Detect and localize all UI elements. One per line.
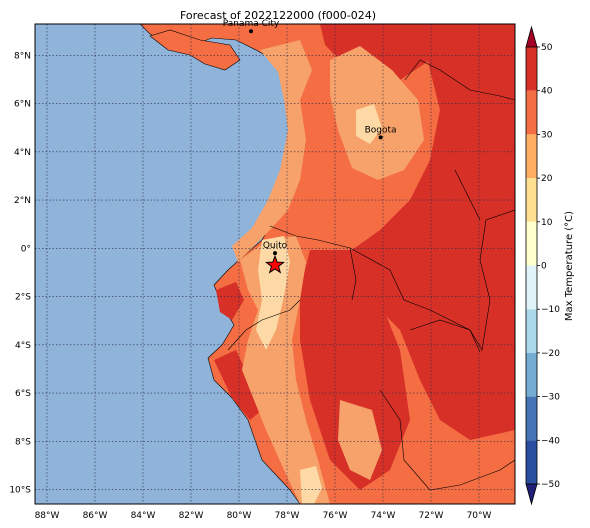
colorbar-bin (526, 352, 537, 397)
colorbar-bin (526, 47, 537, 91)
colorbar-tick-label: 10 (541, 218, 553, 228)
forecast-point-layer (265, 254, 285, 274)
country-borders (227, 59, 515, 491)
map-frame (34, 23, 516, 505)
map-title: Forecast of 2022122000 (f000-024) (180, 9, 376, 22)
colorbar-bin (526, 396, 537, 441)
colorbar-tick-label: −10 (541, 305, 560, 315)
city-dot (249, 29, 253, 34)
colorbar-tick-label: −40 (541, 436, 560, 446)
colorbar-tick-label: −50 (541, 480, 560, 490)
longitude-tick-label: 84°W (131, 511, 156, 521)
city-dot (273, 251, 277, 256)
andes-zone-north (232, 40, 312, 262)
city-label: Bogota (365, 125, 397, 135)
latitude-tick-label: 2°N (14, 196, 31, 206)
latitude-tick-label: 8°S (15, 437, 31, 447)
colorbar-bin (526, 178, 537, 222)
cool-zone-peru (300, 466, 322, 504)
colorbar-bin (526, 134, 537, 179)
latitude-tick-label: 4°N (14, 148, 31, 158)
colorbar-bin (526, 440, 537, 484)
colorbar-tick-label: 40 (541, 87, 553, 97)
central-america-land (149, 29, 241, 71)
hot-zone-coast (216, 282, 244, 320)
andes-zone-south (338, 400, 382, 480)
longitude-tick-label: 72°W (419, 511, 444, 521)
colorbar-bin (526, 309, 537, 353)
latitude-tick-label: 6°S (15, 389, 31, 399)
longitude-tick-label: 88°W (35, 511, 60, 521)
longitude-tick-label: 80°W (227, 511, 252, 521)
longitude-tick-label: 82°W (179, 511, 204, 521)
longitude-tick-label: 76°W (323, 511, 348, 521)
longitude-tick-label: 74°W (371, 511, 396, 521)
hot-zone-east (352, 24, 515, 440)
colorbar-tick-label: 0 (541, 262, 547, 272)
hot-zone-peru (214, 350, 262, 420)
colorbar-extend-max (525, 25, 538, 48)
colorbar-tick-label: 20 (541, 174, 553, 184)
colorbar-extend-min (525, 483, 538, 506)
city-dot (378, 135, 383, 140)
latitude-tick-label: 10°S (9, 486, 31, 496)
hot-zone-north (320, 24, 430, 80)
longitude-tick-labels: 88°W 86°W 84°W 82°W 80°W 78°W 76°W 74°W 72°W 70°W (35, 511, 492, 521)
forecast-point-star-icon (265, 254, 285, 274)
latitude-tick-label: 6°N (14, 100, 31, 110)
hot-zone-amazon (300, 250, 410, 490)
cool-zone-colombia (356, 104, 382, 144)
latitude-tick-label: 4°S (15, 341, 31, 351)
latitude-tick-label: 8°N (14, 51, 31, 61)
latitude-tick-labels: 8°N 6°N 4°N 2°N 0° 2°S 4°S 6°S 8°S 10°S (9, 51, 31, 495)
colorbar-label: Max Temperature (°C) (564, 211, 575, 321)
latitude-tick-label: 2°S (15, 293, 31, 303)
latitude-tick-label: 0° (21, 244, 31, 254)
city-label: Quito (263, 241, 288, 251)
colorbar-bin (526, 221, 537, 266)
colorbar: 50 40 30 20 10 0 −10 −20 −30 −40 −50 (525, 25, 560, 506)
graticule (35, 24, 515, 504)
colorbar-tick-label: 30 (541, 130, 553, 140)
longitude-tick-label: 86°W (83, 511, 108, 521)
colorbar-tick-label: 50 (541, 43, 553, 53)
colorbar-tick-label: −20 (541, 349, 560, 359)
colorbar-tick-label: −30 (541, 393, 560, 403)
colorbar-bin (526, 265, 537, 310)
longitude-tick-label: 78°W (275, 511, 300, 521)
longitude-tick-label: 70°W (467, 511, 492, 521)
colorbar-bin (526, 90, 537, 135)
